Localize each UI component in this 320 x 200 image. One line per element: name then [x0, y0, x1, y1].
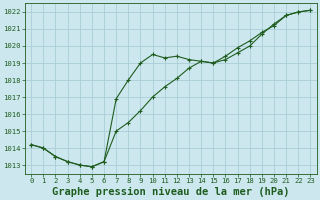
X-axis label: Graphe pression niveau de la mer (hPa): Graphe pression niveau de la mer (hPa) [52, 186, 290, 197]
